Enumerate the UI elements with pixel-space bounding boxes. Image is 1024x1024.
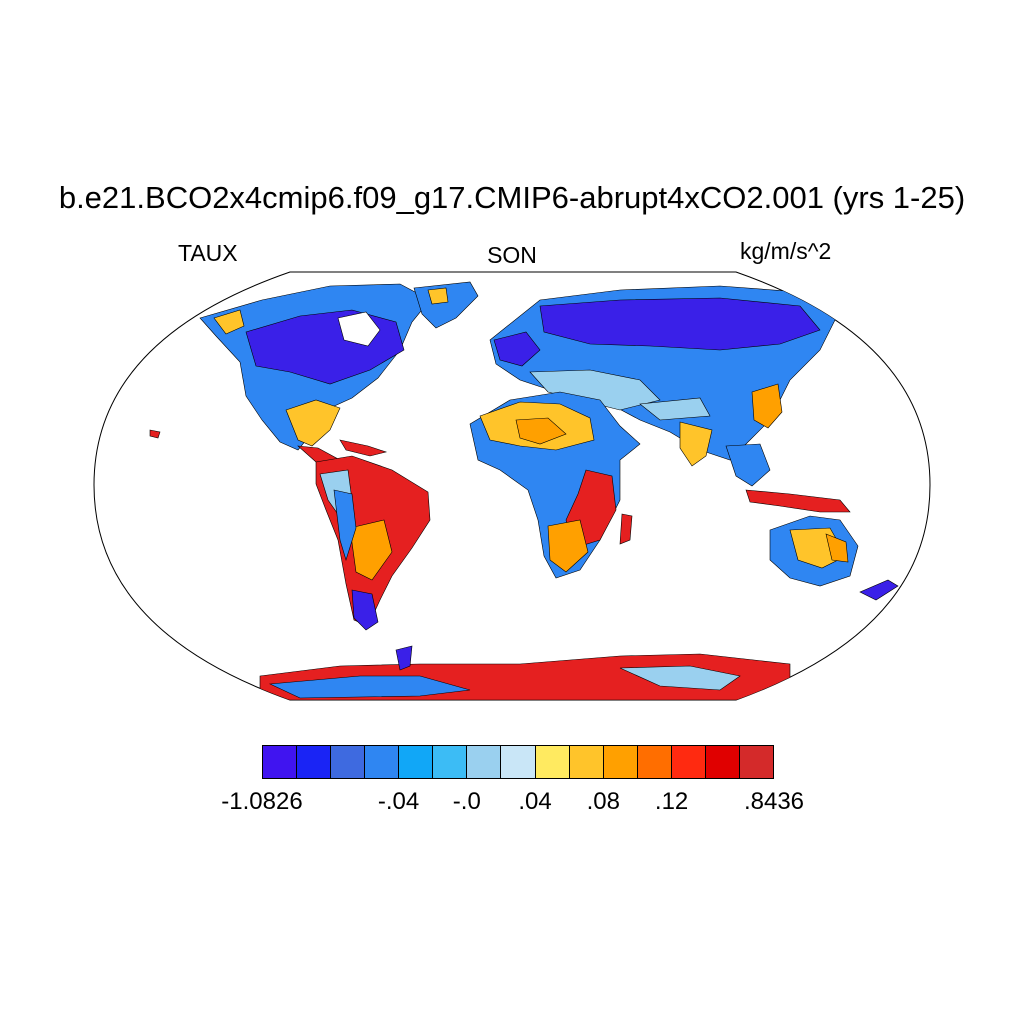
hawaii — [149, 429, 161, 439]
colorbar-cell — [433, 746, 468, 778]
caribbean — [339, 439, 388, 457]
antarctica-blue-east — [619, 665, 741, 691]
colorbar-tick-label: .04 — [518, 788, 552, 815]
colorbar-cell — [331, 746, 366, 778]
colorbar-cell — [263, 746, 298, 778]
north-america-yellow-west — [213, 309, 245, 335]
colorbar-cell — [705, 746, 740, 778]
colorbar-cell — [467, 746, 502, 778]
variable-label: TAUX — [178, 240, 238, 266]
europe-deep — [493, 331, 541, 367]
colorbar-cell — [671, 746, 706, 778]
colorbar-tick-label: -.0 — [452, 788, 481, 815]
colorbar-tick-label: .12 — [654, 788, 689, 815]
madagascar — [619, 513, 633, 545]
siberia-deep — [539, 297, 821, 351]
colorbar-tick-label: .08 — [586, 788, 621, 815]
sahel-orange — [515, 417, 567, 445]
colorbar-cell — [603, 746, 638, 778]
south-america-blue-andes — [333, 489, 357, 562]
southeast-asia — [725, 443, 771, 487]
greenland-yellow — [427, 287, 449, 305]
antarctica-blue-band — [268, 675, 471, 699]
colorbar-cell — [569, 746, 604, 778]
south-africa-orange — [547, 519, 589, 573]
map-title: b.e21.BCO2x4cmip6.f09_g17.CMIP6-abrupt4x… — [58, 180, 966, 215]
tibet-light — [639, 397, 711, 421]
colorbar — [262, 745, 774, 779]
australia-orange — [825, 533, 849, 563]
new-zealand — [859, 579, 899, 601]
colorbar-cell — [739, 746, 773, 778]
patagonia — [351, 589, 379, 631]
colorbar-cell — [399, 746, 434, 778]
colorbar-tick-label: .8436 — [743, 788, 805, 815]
antarctic-peninsula — [395, 645, 413, 671]
colorbar-cell — [365, 746, 400, 778]
colorbar-tick-label: -.04 — [377, 788, 420, 815]
east-asia-orange — [751, 383, 783, 429]
maritime-continent — [745, 489, 851, 513]
colorbar-cell — [637, 746, 672, 778]
north-america-southeast-yellow — [285, 399, 341, 447]
colorbar-tick-label: -1.0826 — [221, 788, 303, 815]
south-america-orange-band — [349, 519, 393, 581]
india-yellow — [679, 421, 713, 467]
hudson-bay — [337, 311, 381, 347]
colorbar-cell — [297, 746, 332, 778]
units-label: kg/m/s^2 — [740, 238, 832, 264]
colorbar-cell — [501, 746, 536, 778]
colorbar-cell — [535, 746, 570, 778]
season-label: SON — [487, 242, 537, 268]
